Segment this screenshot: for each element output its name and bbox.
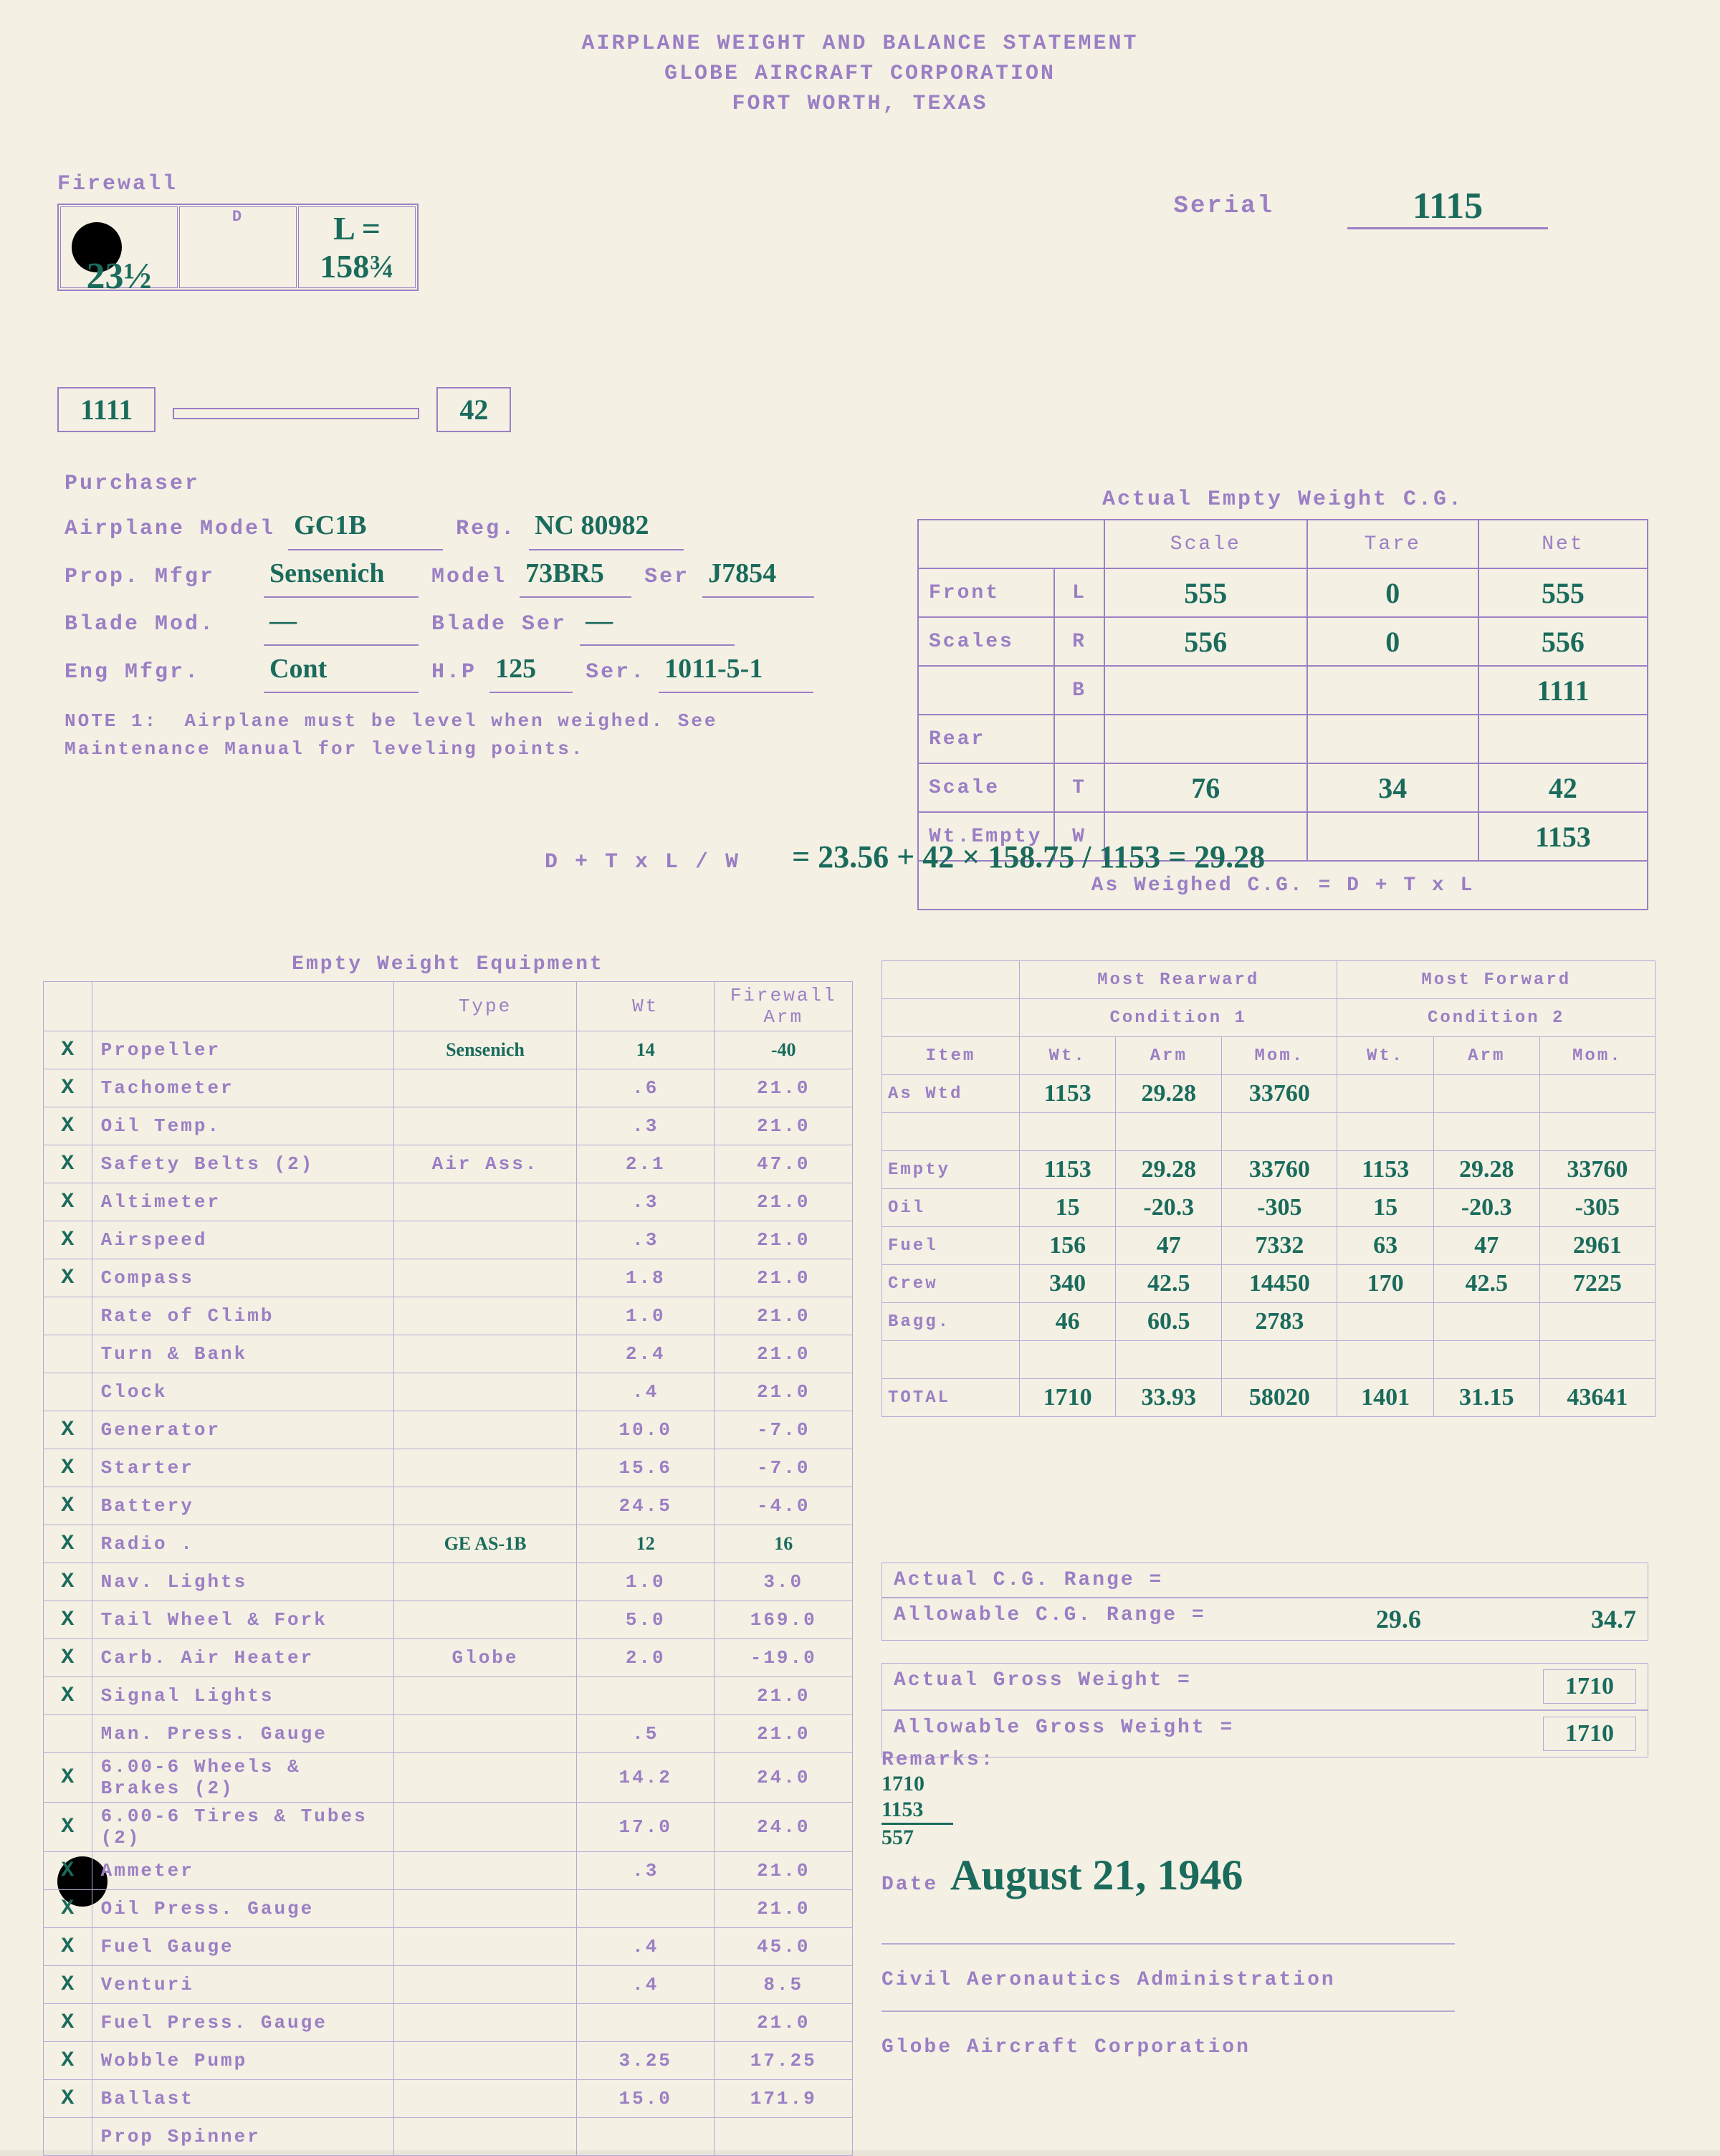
equipment-row: X Generator 10.0 -7.0 — [44, 1411, 853, 1449]
equipment-row: X Ammeter .3 21.0 — [44, 1852, 853, 1890]
prop-mfgr: Sensenich — [264, 550, 419, 598]
conditions-table: Most RearwardMost ForwardCondition 1Cond… — [882, 960, 1656, 1417]
condition-row — [882, 1113, 1656, 1151]
remarks-label: Remarks: — [882, 1749, 995, 1771]
header: AIRPLANE WEIGHT AND BALANCE STATEMENT GL… — [43, 29, 1677, 119]
registration: NC 80982 — [529, 502, 684, 550]
model-line: Airplane Model GC1B Reg. NC 80982 — [64, 502, 853, 550]
aircraft-info: Purchaser Airplane Model GC1B Reg. NC 80… — [64, 466, 853, 763]
equipment-row: Man. Press. Gauge .5 21.0 — [44, 1715, 853, 1753]
firewall-section: Firewall 23½ D L = 158¾ — [57, 172, 419, 295]
condition-row: Oil15-20.3-30515-20.3-305 — [882, 1189, 1656, 1227]
actual-wt: 1710 — [1543, 1669, 1636, 1704]
condition-row: Bagg.4660.52783 — [882, 1303, 1656, 1341]
formula: D + T x L / W = 23.56 + 42 × 158.75 / 11… — [545, 839, 1265, 875]
scratch-calc: 1710 1153 557 — [882, 1771, 1648, 1851]
equipment-row: X Airspeed .3 21.0 — [44, 1221, 853, 1259]
serial-value: 1115 — [1347, 185, 1548, 229]
cg-low: 29.6 — [1376, 1604, 1421, 1634]
equipment-row: Turn & Bank 2.4 21.0 — [44, 1335, 853, 1373]
formula-lhs: D + T x L / W — [545, 850, 740, 874]
blade-ser: — — [580, 598, 735, 646]
cg-row: Rear — [918, 715, 1648, 763]
header-line2: GLOBE AIRCRAFT CORPORATION — [43, 59, 1677, 89]
equipment-row: X Oil Press. Gauge 21.0 — [44, 1890, 853, 1928]
weight-box: Actual Gross Weight = 1710 Allowable Gro… — [882, 1663, 1648, 1757]
cg-high: 34.7 — [1591, 1604, 1636, 1634]
equipment-row: X Safety Belts (2) Air Ass. 2.1 47.0 — [44, 1145, 853, 1183]
equipment-row: Clock .4 21.0 — [44, 1373, 853, 1411]
equipment-row: X Fuel Press. Gauge 21.0 — [44, 2004, 853, 2042]
condition-row: Crew34042.51445017042.57225 — [882, 1265, 1656, 1303]
equipment-row: Rate of Climb 1.0 21.0 — [44, 1297, 853, 1335]
equipment-row: X Oil Temp. .3 21.0 — [44, 1107, 853, 1145]
equipment-row: X Wobble Pump 3.25 17.25 — [44, 2042, 853, 2080]
serial: Serial 1115 — [1174, 179, 1548, 224]
prop-line: Prop. Mfgr Sensenich Model 73BR5 Ser J78… — [64, 550, 853, 598]
actual-cg-label: Actual C.G. Range = — [894, 1569, 1163, 1591]
condition-row: TOTAL171033.9358020140131.1543641 — [882, 1379, 1656, 1417]
cg-title: Actual Empty Weight C.G. — [917, 487, 1648, 512]
prop-serial: J7854 — [702, 550, 814, 598]
allow-wt-label: Allowable Gross Weight = — [894, 1717, 1543, 1751]
fw-l-calc: L = 158¾ — [320, 210, 394, 285]
equipment-row: X Carb. Air Heater Globe 2.0 -19.0 — [44, 1639, 853, 1677]
equipment-row: X Starter 15.6 -7.0 — [44, 1449, 853, 1487]
mid-left: 1111 — [57, 387, 156, 432]
firewall-grid: 23½ D L = 158¾ — [57, 204, 419, 291]
blade-mod: — — [264, 598, 419, 646]
equipment-row: X 6.00-6 Wheels & Brakes (2) 14.2 24.0 — [44, 1753, 853, 1803]
cg-row: B 1111 — [918, 666, 1648, 715]
eng-mfgr: Cont — [264, 646, 419, 694]
fw-val-left: 23½ — [87, 256, 152, 297]
allow-cg-label: Allowable C.G. Range = — [894, 1604, 1206, 1634]
equipment-row: X Ballast 15.0 171.9 — [44, 2080, 853, 2118]
horsepower: 125 — [489, 646, 573, 694]
mid-right: 42 — [436, 387, 511, 432]
equipment-table: Empty Weight Equipment TypeWtFirewall Ar… — [43, 953, 853, 2156]
signature-lines: Civil Aeronautics Administration Globe A… — [882, 1943, 1648, 2078]
equipment-title: Empty Weight Equipment — [43, 953, 853, 976]
remarks: Remarks: 1710 1153 557 Date August 21, 1… — [882, 1749, 1648, 2078]
date: August 21, 1946 — [950, 1851, 1243, 1899]
blade-line: Blade Mod. — Blade Ser — — [64, 598, 853, 646]
sig-caa: Civil Aeronautics Administration — [882, 1943, 1455, 2010]
note: NOTE 1: Airplane must be level when weig… — [64, 707, 853, 763]
equipment-row: X Tail Wheel & Fork 5.0 169.0 — [44, 1601, 853, 1639]
equipment-row: X Propeller Sensenich 14 -40 — [44, 1031, 853, 1069]
condition-row: Empty115329.2833760115329.2833760 — [882, 1151, 1656, 1189]
condition-row: As Wtd115329.2833760 — [882, 1075, 1656, 1113]
header-line1: AIRPLANE WEIGHT AND BALANCE STATEMENT — [43, 29, 1677, 59]
equipment-row: X Battery 24.5 -4.0 — [44, 1487, 853, 1525]
airplane-model: GC1B — [288, 502, 443, 550]
equipment-row: X 6.00-6 Tires & Tubes (2) 17.0 24.0 — [44, 1803, 853, 1852]
equipment-row: X Nav. Lights 1.0 3.0 — [44, 1563, 853, 1601]
condition-row — [882, 1341, 1656, 1379]
equipment-row: X Signal Lights 21.0 — [44, 1677, 853, 1715]
date-line: Date August 21, 1946 — [882, 1851, 1648, 1900]
firewall-label: Firewall — [57, 172, 419, 196]
equipment-row: X Tachometer .6 21.0 — [44, 1069, 853, 1107]
cg-row: Front L 555 0 555 — [918, 568, 1648, 617]
equipment-row: X Radio . GE AS-1B 12 16 — [44, 1525, 853, 1563]
engine-line: Eng Mfgr. Cont H.P 125 Ser. 1011-5-1 — [64, 646, 853, 694]
equipment-row: X Fuel Gauge .4 45.0 — [44, 1928, 853, 1966]
eng-serial: 1011-5-1 — [659, 646, 813, 694]
sig-globe: Globe Aircraft Corporation — [882, 2010, 1455, 2078]
equipment-row: X Venturi .4 8.5 — [44, 1966, 853, 2004]
equipment-row: X Altimeter .3 21.0 — [44, 1183, 853, 1221]
header-line3: FORT WORTH, TEXAS — [43, 89, 1677, 119]
purchaser-line: Purchaser — [64, 466, 853, 502]
mid-boxes: 1111 42 — [57, 387, 511, 432]
cg-row: Scale T 76 34 42 — [918, 763, 1648, 812]
equipment-row: X Compass 1.8 21.0 — [44, 1259, 853, 1297]
prop-model: 73BR5 — [520, 550, 631, 598]
actual-wt-label: Actual Gross Weight = — [894, 1669, 1543, 1704]
formula-vals: = 23.56 + 42 × 158.75 / 1153 = 29.28 — [792, 839, 1265, 874]
serial-label: Serial — [1174, 193, 1274, 220]
condition-row: Fuel15647733263472961 — [882, 1227, 1656, 1265]
cg-range-box: Actual C.G. Range = Allowable C.G. Range… — [882, 1563, 1648, 1641]
cg-row: Scales R 556 0 556 — [918, 617, 1648, 666]
allow-wt: 1710 — [1543, 1717, 1636, 1751]
